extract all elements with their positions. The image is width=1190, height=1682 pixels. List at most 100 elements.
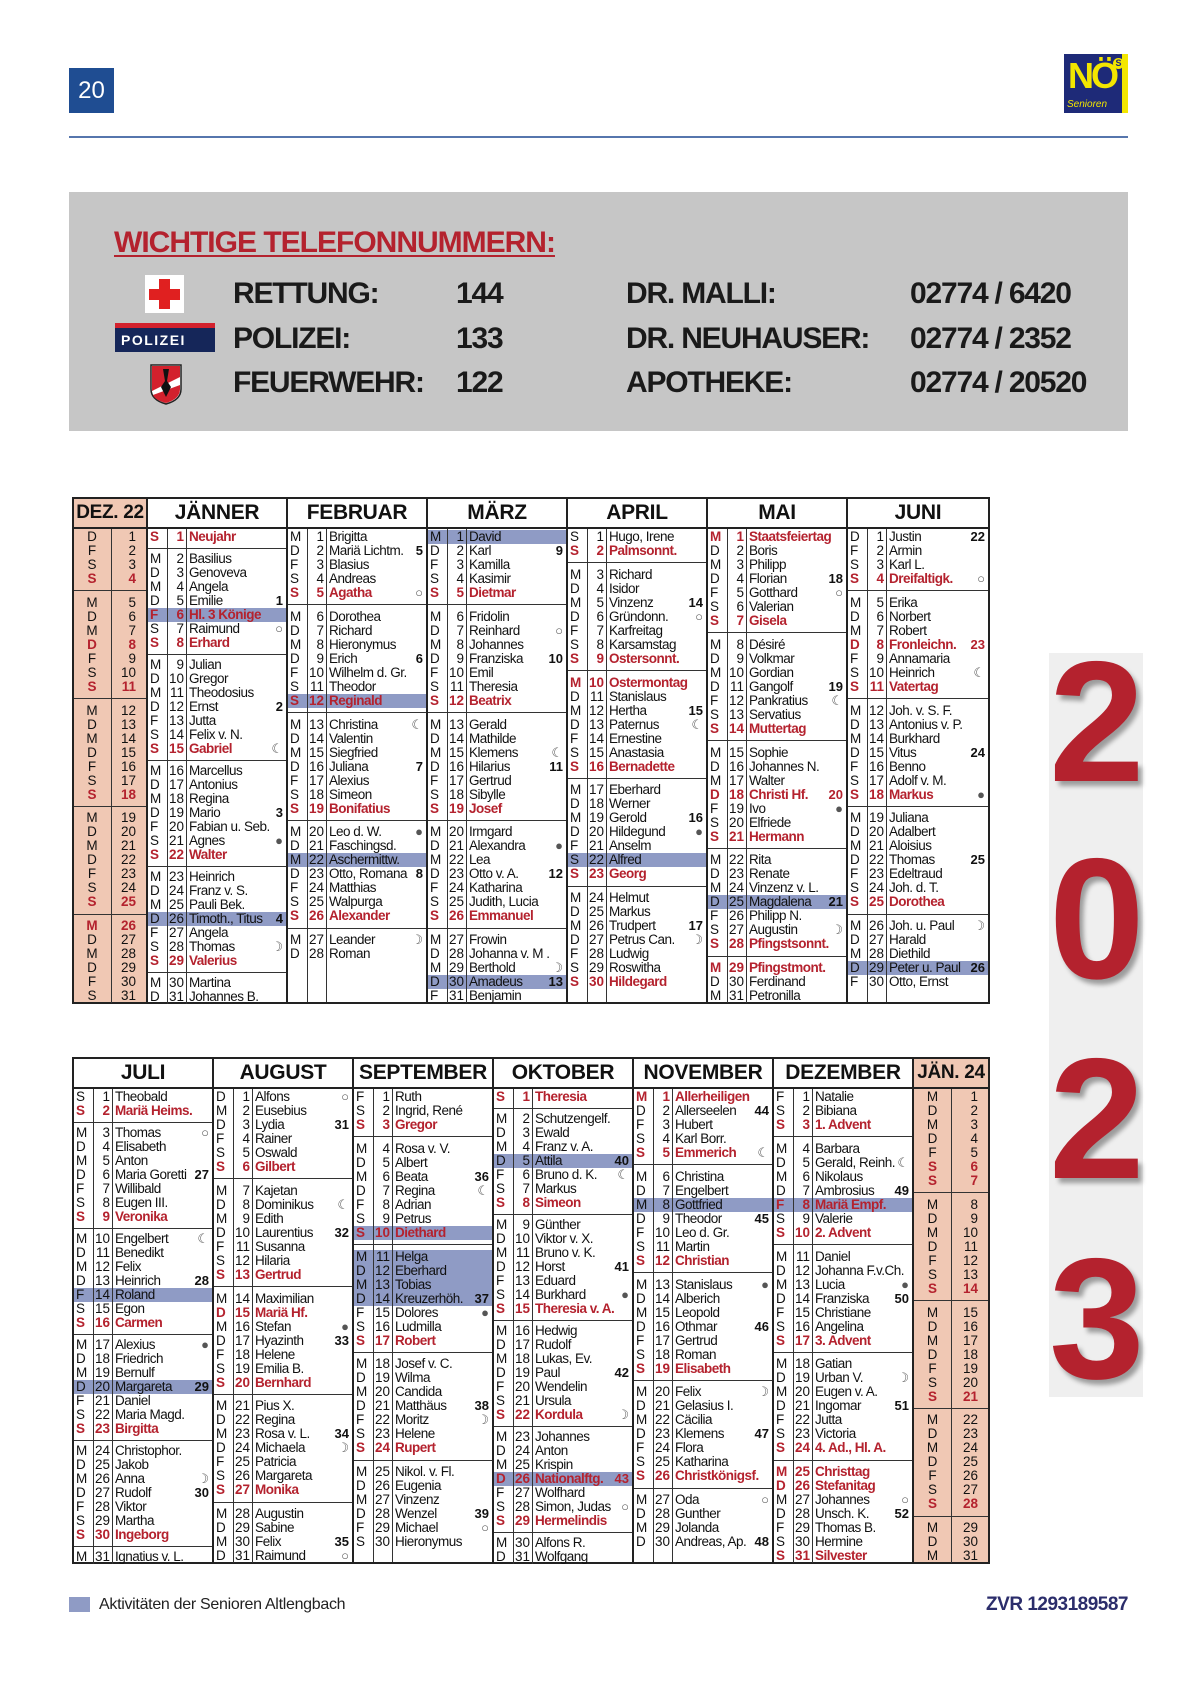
day-number: 20 [514, 1379, 530, 1394]
weekday: D [850, 716, 860, 732]
weekday: M [150, 791, 162, 806]
name-day: Gordian [749, 664, 794, 680]
day-row: F 10 Leo d. Gr. [634, 1225, 772, 1240]
day-number: 11 [515, 1245, 530, 1260]
name-day: Brigitta [329, 529, 368, 544]
day-number: 17 [728, 772, 744, 788]
name-day: Birgitta [115, 1421, 159, 1436]
name-day: Mathilde [469, 730, 517, 746]
weekday: D [430, 974, 440, 989]
name-day: Robert [889, 622, 927, 638]
day-number: 20 [962, 1374, 978, 1390]
day-number: 23 [234, 1426, 250, 1442]
name-day: Raimund [255, 1548, 306, 1563]
weekday: D [216, 1412, 226, 1428]
calendar-second-half: JULI S 1 Theobald S 2 Mariä Heims. M 3 Thomas ○ D 4 E… [72, 1057, 990, 1564]
weekday: D [636, 1318, 646, 1334]
name-day: Wilhelm d. Gr. [329, 664, 407, 680]
day-row: F 11 Susanna [214, 1239, 352, 1254]
weekday: M [356, 1276, 368, 1292]
day-row: D 26 Eugenia [354, 1479, 492, 1493]
day-row: S 8 Erhard [148, 636, 286, 650]
day-number: 29 [588, 960, 604, 975]
weekday: S [570, 636, 580, 652]
weekday: F [928, 1252, 937, 1268]
day-row: F 10 Emil [428, 665, 566, 680]
weekday: M [86, 946, 98, 961]
name-day: Siegfried [329, 744, 378, 760]
day-number: 1 [382, 1089, 390, 1104]
weekday: M [776, 1384, 788, 1400]
name-day: Hilarius [469, 758, 511, 774]
weekday: M [636, 1089, 648, 1104]
day-number: 26 [654, 1468, 670, 1484]
day-number: 18 [654, 1346, 670, 1362]
name-day: Johannes [535, 1429, 590, 1444]
month-days: D 1 F 2 S 3 S 4 M 5 D 6 M 7 D 8 F 9 S 10 S 11 M 12 D 13 M 14 D 15 F 16 S… [74, 529, 146, 1003]
day-number: 16 [168, 763, 184, 778]
day-number: 21 [374, 1398, 390, 1414]
weekday: M [570, 702, 582, 718]
weekday: S [927, 1496, 937, 1512]
weekday: S [430, 894, 440, 910]
week-group: M 14 Maximilian D 15 Mariä Hf. M 16 Stefan ● D 17 Hy… [214, 1286, 352, 1394]
day-row: D 25 [914, 1455, 988, 1469]
day-number: 10 [234, 1224, 250, 1240]
day-row: D 15 Vitus 24 [848, 745, 988, 760]
name-day: Wilma [395, 1370, 431, 1386]
day-row: M 12 Hertha 15 [568, 702, 706, 718]
day-number: 24 [794, 1440, 810, 1456]
month-days: M 1 D 2 M 3 D 4 F 5 S 6 S 7 M 8 D 9 M 10 D 11 F 12 S 13 S 14 M 15 D 16 M… [914, 1089, 988, 1563]
name-day: Bonifatius [329, 800, 391, 816]
month-days: S 1 Hugo, Irene S 2 Palmsonnt. M 3 Richard D 4 Isid… [568, 529, 706, 1002]
week-group: M 20 Irmgard D 21 Alexandra ● M 22 Lea D 23 Otto v. … [428, 819, 566, 928]
day-number: 27 [448, 932, 464, 947]
logo-yellow-strip [1122, 54, 1128, 113]
weekday: M [710, 772, 722, 788]
day-row: M 25 Krispin [494, 1458, 632, 1472]
name-day: Schutzengelf. [535, 1111, 611, 1126]
day-number: 5 [970, 1145, 978, 1160]
day-row: S 25 Dorothea [848, 895, 988, 909]
name-day: Pankratius [749, 692, 808, 708]
name-day: Ernst [189, 699, 219, 714]
day-number: 11 [729, 678, 744, 694]
weekday: S [496, 1407, 506, 1422]
day-number: 26 [168, 911, 184, 926]
day-number: 15 [94, 1301, 110, 1316]
weekday: M [776, 1140, 788, 1156]
name-day: Florian [749, 571, 787, 586]
day-row: S 29 Hermelindis [494, 1514, 632, 1528]
day-row: D 27 Rudolf 30 [74, 1486, 212, 1500]
day-row: D 17 Hyazinth 33 [214, 1333, 352, 1348]
name-day: Karl L. [889, 557, 925, 572]
week-group: F 1 Natalie S 2 Bibiana S 3 1. Advent [774, 1089, 912, 1136]
day-row: M 12 Felix [74, 1260, 212, 1274]
weekday: D [76, 1245, 86, 1260]
name-day: Lucia [815, 1276, 845, 1292]
day-row: S 5 Emmerich ☾ [634, 1146, 772, 1160]
weekday: D [927, 1534, 938, 1549]
name-day: Oda [675, 1492, 700, 1507]
weekday: M [76, 1125, 88, 1140]
weekday: D [87, 960, 97, 975]
day-number: 28 [234, 1506, 250, 1521]
day-row: S 19 Elisabeth [634, 1361, 772, 1376]
week-number: 31 [334, 1117, 349, 1132]
weekday: M [570, 674, 582, 690]
weekday: M [496, 1217, 508, 1232]
name-day: Helga [395, 1248, 428, 1264]
day-row: M 30 Alfons R. [494, 1536, 632, 1550]
day-row: F 23 Edeltraud [848, 867, 988, 881]
weekday: M [776, 1492, 788, 1507]
month-column: APRIL S 1 Hugo, Irene S 2 Palmsonnt. M 3 Richard D… [568, 499, 708, 1002]
week-group: M 13 Stanislaus ● D 14 Alberich M 15 Leopold D 16 Ot… [634, 1272, 772, 1380]
year-digit: 2 [1049, 626, 1145, 818]
column-divider [252, 1089, 253, 1563]
day-number: 28 [514, 1499, 530, 1514]
day-number: 20 [448, 824, 464, 840]
full-moon-icon: ○ [835, 585, 843, 600]
